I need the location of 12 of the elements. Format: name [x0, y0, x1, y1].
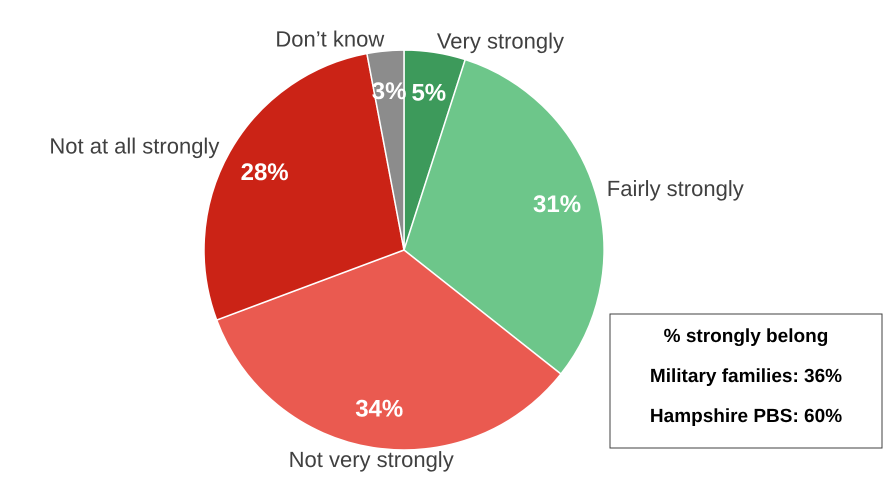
- data-label: 34%: [355, 395, 404, 422]
- text: Hampshire PBS: 60%: [650, 406, 842, 427]
- data-label: 31%: [533, 190, 582, 218]
- slice-label: Not very strongly: [288, 447, 454, 472]
- text: % strongly belong: [664, 326, 828, 347]
- text: Military families: 36%: [650, 366, 842, 387]
- slice-label: Don’t know: [275, 26, 384, 52]
- data-label: 5%: [411, 79, 446, 106]
- slice-label: Fairly strongly: [606, 176, 744, 201]
- slice-label: Very strongly: [436, 28, 564, 54]
- data-label: 28%: [240, 158, 289, 186]
- slice-label: Not at all strongly: [49, 134, 220, 159]
